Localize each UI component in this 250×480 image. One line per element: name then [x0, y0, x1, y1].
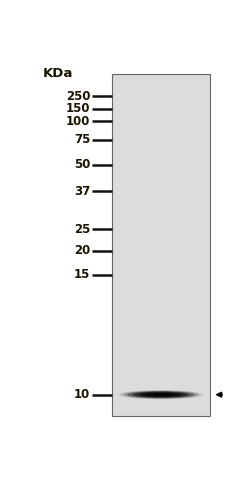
- Ellipse shape: [133, 392, 189, 397]
- Ellipse shape: [139, 392, 182, 397]
- Ellipse shape: [127, 391, 194, 398]
- Text: 50: 50: [74, 158, 90, 171]
- Ellipse shape: [146, 393, 176, 396]
- Text: 150: 150: [66, 102, 90, 115]
- Ellipse shape: [123, 391, 198, 399]
- Text: 15: 15: [74, 268, 90, 281]
- Text: 10: 10: [74, 388, 90, 401]
- Text: 250: 250: [66, 90, 90, 103]
- Text: 25: 25: [74, 223, 90, 236]
- Text: 100: 100: [66, 115, 90, 128]
- Ellipse shape: [152, 394, 169, 396]
- Bar: [112, 74, 210, 416]
- Text: KDa: KDa: [43, 67, 73, 80]
- Text: 37: 37: [74, 185, 90, 198]
- Ellipse shape: [118, 390, 204, 399]
- Text: 20: 20: [74, 244, 90, 257]
- Text: 75: 75: [74, 133, 90, 146]
- Ellipse shape: [120, 390, 202, 399]
